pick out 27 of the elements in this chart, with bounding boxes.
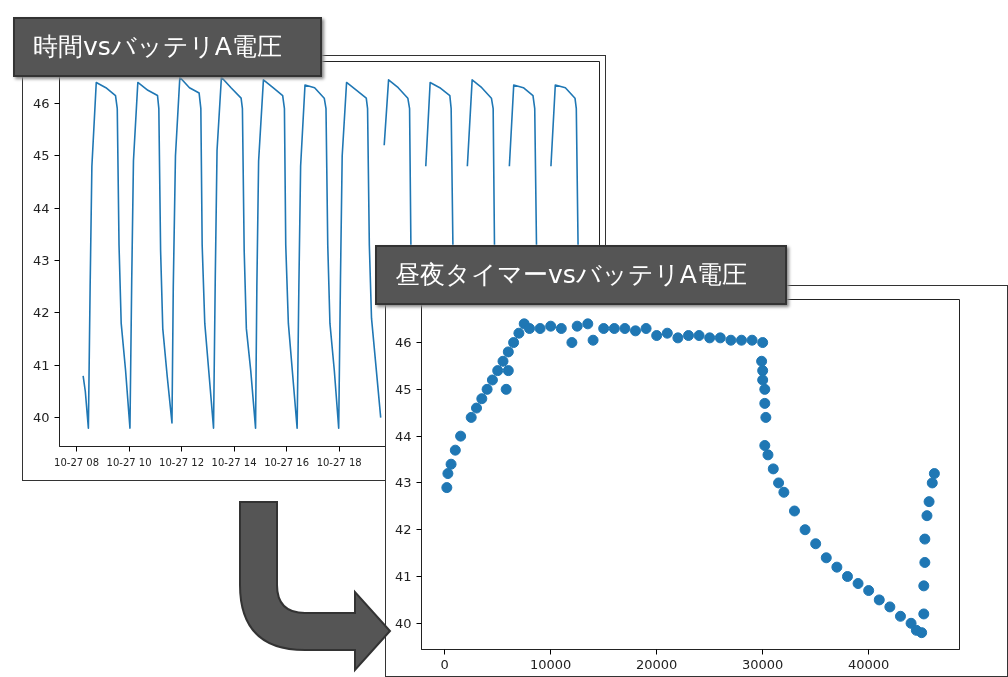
x-tick-label: 10-27 18	[316, 456, 362, 468]
y-tick-label: 42	[32, 305, 50, 321]
y-tick-label: 46	[394, 335, 412, 351]
chart-title: 昼夜タイマーvsバッテリA電圧	[395, 259, 747, 291]
y-tick-label: 45	[394, 381, 412, 397]
y-tick-label: 40	[32, 410, 50, 426]
x-tick-label: 10-27 12	[159, 456, 205, 468]
y-tick-label: 45	[32, 148, 50, 164]
x-tick-label: 10000	[530, 656, 572, 672]
y-tick-label: 43	[32, 253, 50, 269]
y-tick-label: 41	[32, 357, 50, 373]
y-tick-label: 42	[394, 522, 412, 538]
y-tick-label: 46	[32, 95, 50, 111]
x-tick-label: 10-27 08	[54, 456, 100, 468]
x-tick-label: 30000	[742, 656, 784, 672]
y-tick-label: 44	[32, 200, 50, 216]
chart-title: 時間vsバッテリA電圧	[33, 31, 282, 63]
y-tick-label: 40	[394, 615, 412, 631]
x-tick-label: 20000	[636, 656, 678, 672]
y-tick-label: 44	[394, 428, 412, 444]
x-tick-label: 10-27 10	[106, 456, 152, 468]
x-tick-label: 0	[440, 656, 449, 672]
y-tick-label: 43	[394, 475, 412, 491]
x-tick-label: 10-27 16	[264, 456, 310, 468]
y-tick-label: 41	[394, 569, 412, 585]
x-tick-label: 10-27 14	[211, 456, 257, 468]
x-tick-label: 40000	[847, 656, 890, 672]
